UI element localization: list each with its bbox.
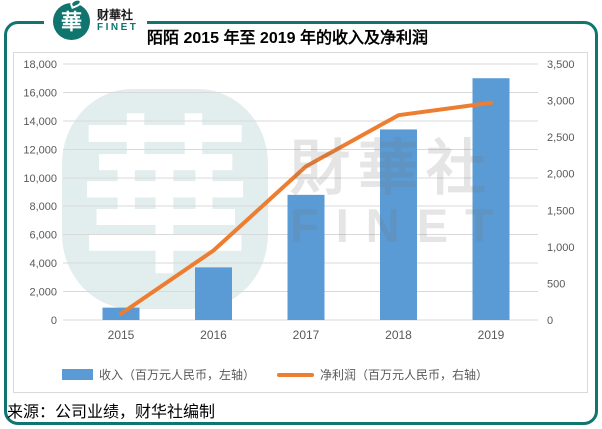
x-axis-label-2019: 2019	[478, 328, 505, 342]
chart-title: 陌陌 2015 年至 2019 年的收入及净利润	[147, 30, 428, 47]
netprofit-line	[119, 100, 493, 316]
left-axis-tick: 2,000	[29, 287, 57, 299]
right-axis-tick: 1,500	[547, 205, 575, 217]
legend-label-netprofit: 净利润（百万元人民币，右轴）	[320, 368, 489, 382]
legend-swatch-revenue	[62, 369, 93, 380]
right-axis-tick: 1,000	[547, 242, 575, 254]
source-note: 来源：公司业绩，财华社编制	[7, 404, 216, 421]
right-axis-tick: 2,000	[547, 169, 575, 181]
left-axis-tick: 4,000	[29, 258, 57, 270]
finet-logo-icon: 華	[53, 0, 90, 40]
left-axis-tick: 16,000	[23, 87, 57, 99]
revenue-bar-2018	[380, 129, 417, 320]
revenue-bar-2016	[195, 267, 232, 320]
brand-name-en: FINET	[97, 22, 139, 34]
left-axis-tick: 0	[51, 315, 57, 327]
outer-frame	[4, 21, 598, 425]
left-axis-tick: 12,000	[23, 144, 57, 156]
right-axis-tick: 3,000	[547, 96, 575, 108]
chart-canvas: 0 2,000 4,000 6,000 8,000 10,000 12,000 14,000 1…	[23, 59, 575, 342]
right-axis-tick: 0	[547, 315, 553, 327]
x-axis-label-2017: 2017	[293, 328, 320, 342]
revenue-bar-2017	[287, 194, 325, 320]
legend-label-revenue: 收入（百万元人民币，左轴）	[99, 368, 256, 382]
left-axis-tick: 8,000	[29, 201, 57, 213]
left-axis-tick: 6,000	[29, 230, 57, 242]
right-axis-tick: 3,500	[547, 59, 575, 71]
finet-logo: 華 财華社 FINET	[44, 0, 148, 42]
brand-name-cn: 财華社	[97, 7, 134, 22]
left-axis-tick: 18,000	[23, 59, 57, 71]
x-axis-label-2018: 2018	[385, 328, 412, 342]
x-axis-label-2015: 2015	[108, 328, 135, 342]
revenue-bar-2019	[472, 78, 510, 320]
logo-glyph: 華	[61, 11, 82, 34]
legend-swatch-netprofit	[277, 372, 315, 377]
right-axis-tick: 2,500	[547, 132, 575, 144]
chart-legend: 收入（百万元人民币，左轴） 净利润（百万元人民币，右轴）	[62, 366, 488, 383]
left-axis-tick: 10,000	[23, 173, 57, 185]
right-axis-tick: 500	[547, 278, 565, 290]
left-axis-tick: 14,000	[23, 116, 57, 128]
x-axis-label-2016: 2016	[200, 328, 227, 342]
chart-panel: 華 0 2,000 4,000 6,000 8,000 10,000 12,000 14,00…	[13, 52, 588, 393]
logo-text: 财華社 FINET	[97, 7, 139, 34]
